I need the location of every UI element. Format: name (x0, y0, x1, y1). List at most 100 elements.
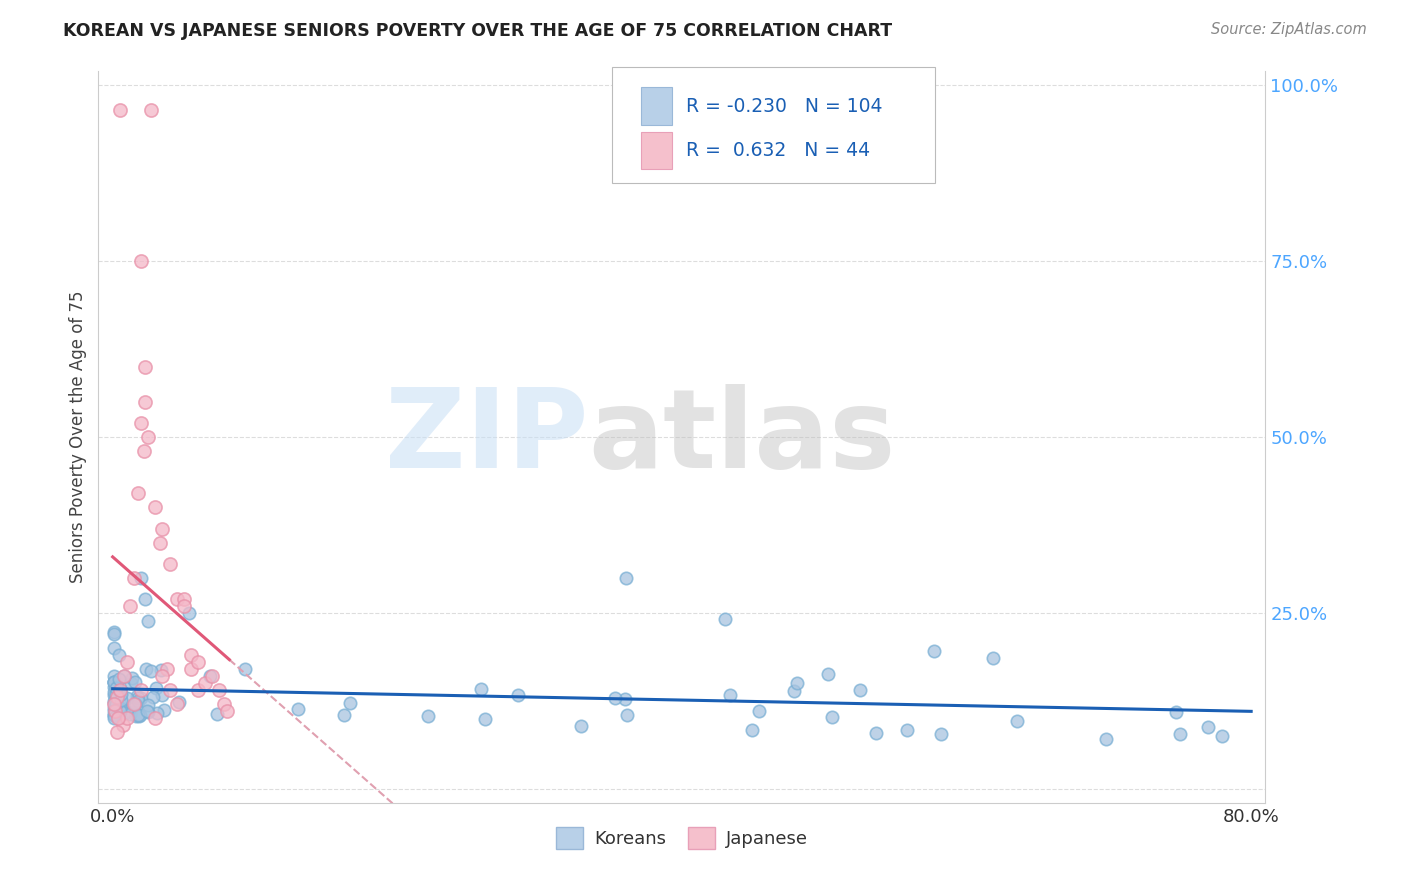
Point (111, 718, 134, 732)
Point (333, 708, 356, 723)
Point (108, 698, 131, 712)
Point (339, 696, 361, 710)
Text: ZIP: ZIP (385, 384, 589, 491)
Point (129, 254, 152, 268)
Point (107, 711, 129, 725)
Point (208, 683, 231, 698)
Point (125, 709, 148, 723)
Point (128, 709, 150, 723)
Point (127, 693, 149, 707)
Point (103, 701, 125, 715)
Point (166, 591, 188, 606)
Point (103, 708, 125, 723)
Point (136, 615, 159, 629)
Point (173, 591, 195, 606)
Point (136, 706, 159, 720)
Point (143, 500, 166, 515)
Point (156, 662, 179, 676)
Point (135, 662, 157, 676)
Point (132, 444, 155, 458)
Point (508, 688, 530, 702)
Point (108, 688, 131, 702)
Point (108, 704, 131, 718)
Text: Source: ZipAtlas.com: Source: ZipAtlas.com (1211, 22, 1367, 37)
Point (103, 675, 125, 690)
Point (741, 723, 763, 737)
Point (166, 698, 188, 712)
Point (112, 669, 135, 683)
Point (714, 612, 737, 626)
Point (200, 669, 222, 683)
Point (103, 625, 125, 640)
Point (614, 571, 637, 585)
Point (127, 486, 149, 500)
Point (783, 683, 806, 698)
Point (821, 710, 844, 724)
Point (108, 683, 131, 698)
Point (207, 706, 229, 721)
Point (718, 688, 741, 702)
Point (115, 711, 138, 725)
Point (142, 690, 165, 705)
Y-axis label: Seniors Poverty Over the Age of 75: Seniors Poverty Over the Age of 75 (69, 291, 87, 583)
Point (122, 571, 145, 585)
Point (201, 669, 224, 683)
Text: R =  0.632   N = 44: R = 0.632 N = 44 (686, 141, 870, 161)
Point (416, 709, 439, 723)
Point (108, 648, 131, 662)
Point (187, 655, 209, 669)
Point (118, 706, 141, 721)
Point (896, 723, 918, 737)
Point (215, 705, 238, 719)
Point (105, 686, 128, 700)
Point (129, 416, 152, 430)
Point (180, 648, 202, 662)
Point (1198, 720, 1220, 734)
Point (134, 359, 156, 374)
Point (107, 682, 129, 697)
Point (177, 606, 200, 620)
Point (138, 698, 160, 712)
Point (122, 698, 145, 712)
Point (849, 682, 872, 697)
Text: KOREAN VS JAPANESE SENIORS POVERTY OVER THE AGE OF 75 CORRELATION CHART: KOREAN VS JAPANESE SENIORS POVERTY OVER … (63, 22, 893, 40)
Point (110, 687, 132, 701)
Point (129, 683, 152, 698)
Point (470, 681, 492, 696)
Point (149, 535, 172, 549)
Point (105, 725, 128, 739)
Point (108, 686, 131, 700)
Point (922, 644, 945, 658)
Point (129, 571, 152, 585)
Point (104, 697, 127, 711)
Point (107, 710, 129, 724)
Point (187, 683, 209, 698)
Point (103, 696, 125, 710)
Point (110, 693, 132, 707)
Point (103, 627, 125, 641)
Point (1211, 730, 1233, 744)
Point (194, 676, 217, 690)
Point (139, 664, 162, 678)
Point (124, 674, 146, 689)
Point (122, 700, 145, 714)
Point (103, 641, 125, 656)
Point (159, 683, 181, 698)
Point (103, 689, 125, 703)
Point (287, 702, 309, 716)
Point (134, 395, 156, 409)
Point (108, 698, 131, 713)
Point (616, 708, 638, 723)
Point (212, 698, 235, 712)
Point (112, 668, 135, 682)
Point (108, 672, 131, 686)
Point (131, 690, 153, 705)
Point (1164, 705, 1187, 719)
Point (150, 688, 173, 702)
Point (103, 711, 125, 725)
Point (173, 599, 195, 613)
Point (120, 705, 142, 719)
Point (103, 707, 125, 722)
Point (139, 103, 162, 117)
Point (180, 662, 202, 676)
